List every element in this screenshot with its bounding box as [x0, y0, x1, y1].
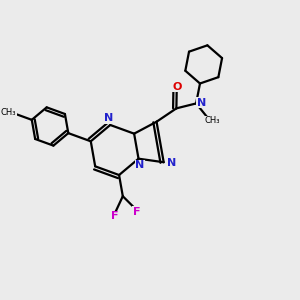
Text: N: N — [104, 113, 114, 123]
Text: N: N — [167, 158, 177, 168]
Text: CH₃: CH₃ — [204, 116, 220, 125]
Text: F: F — [111, 211, 118, 221]
Text: O: O — [173, 82, 182, 92]
Text: CH₃: CH₃ — [1, 108, 16, 117]
Text: F: F — [133, 207, 140, 217]
Text: N: N — [135, 160, 145, 170]
Text: N: N — [197, 98, 206, 108]
